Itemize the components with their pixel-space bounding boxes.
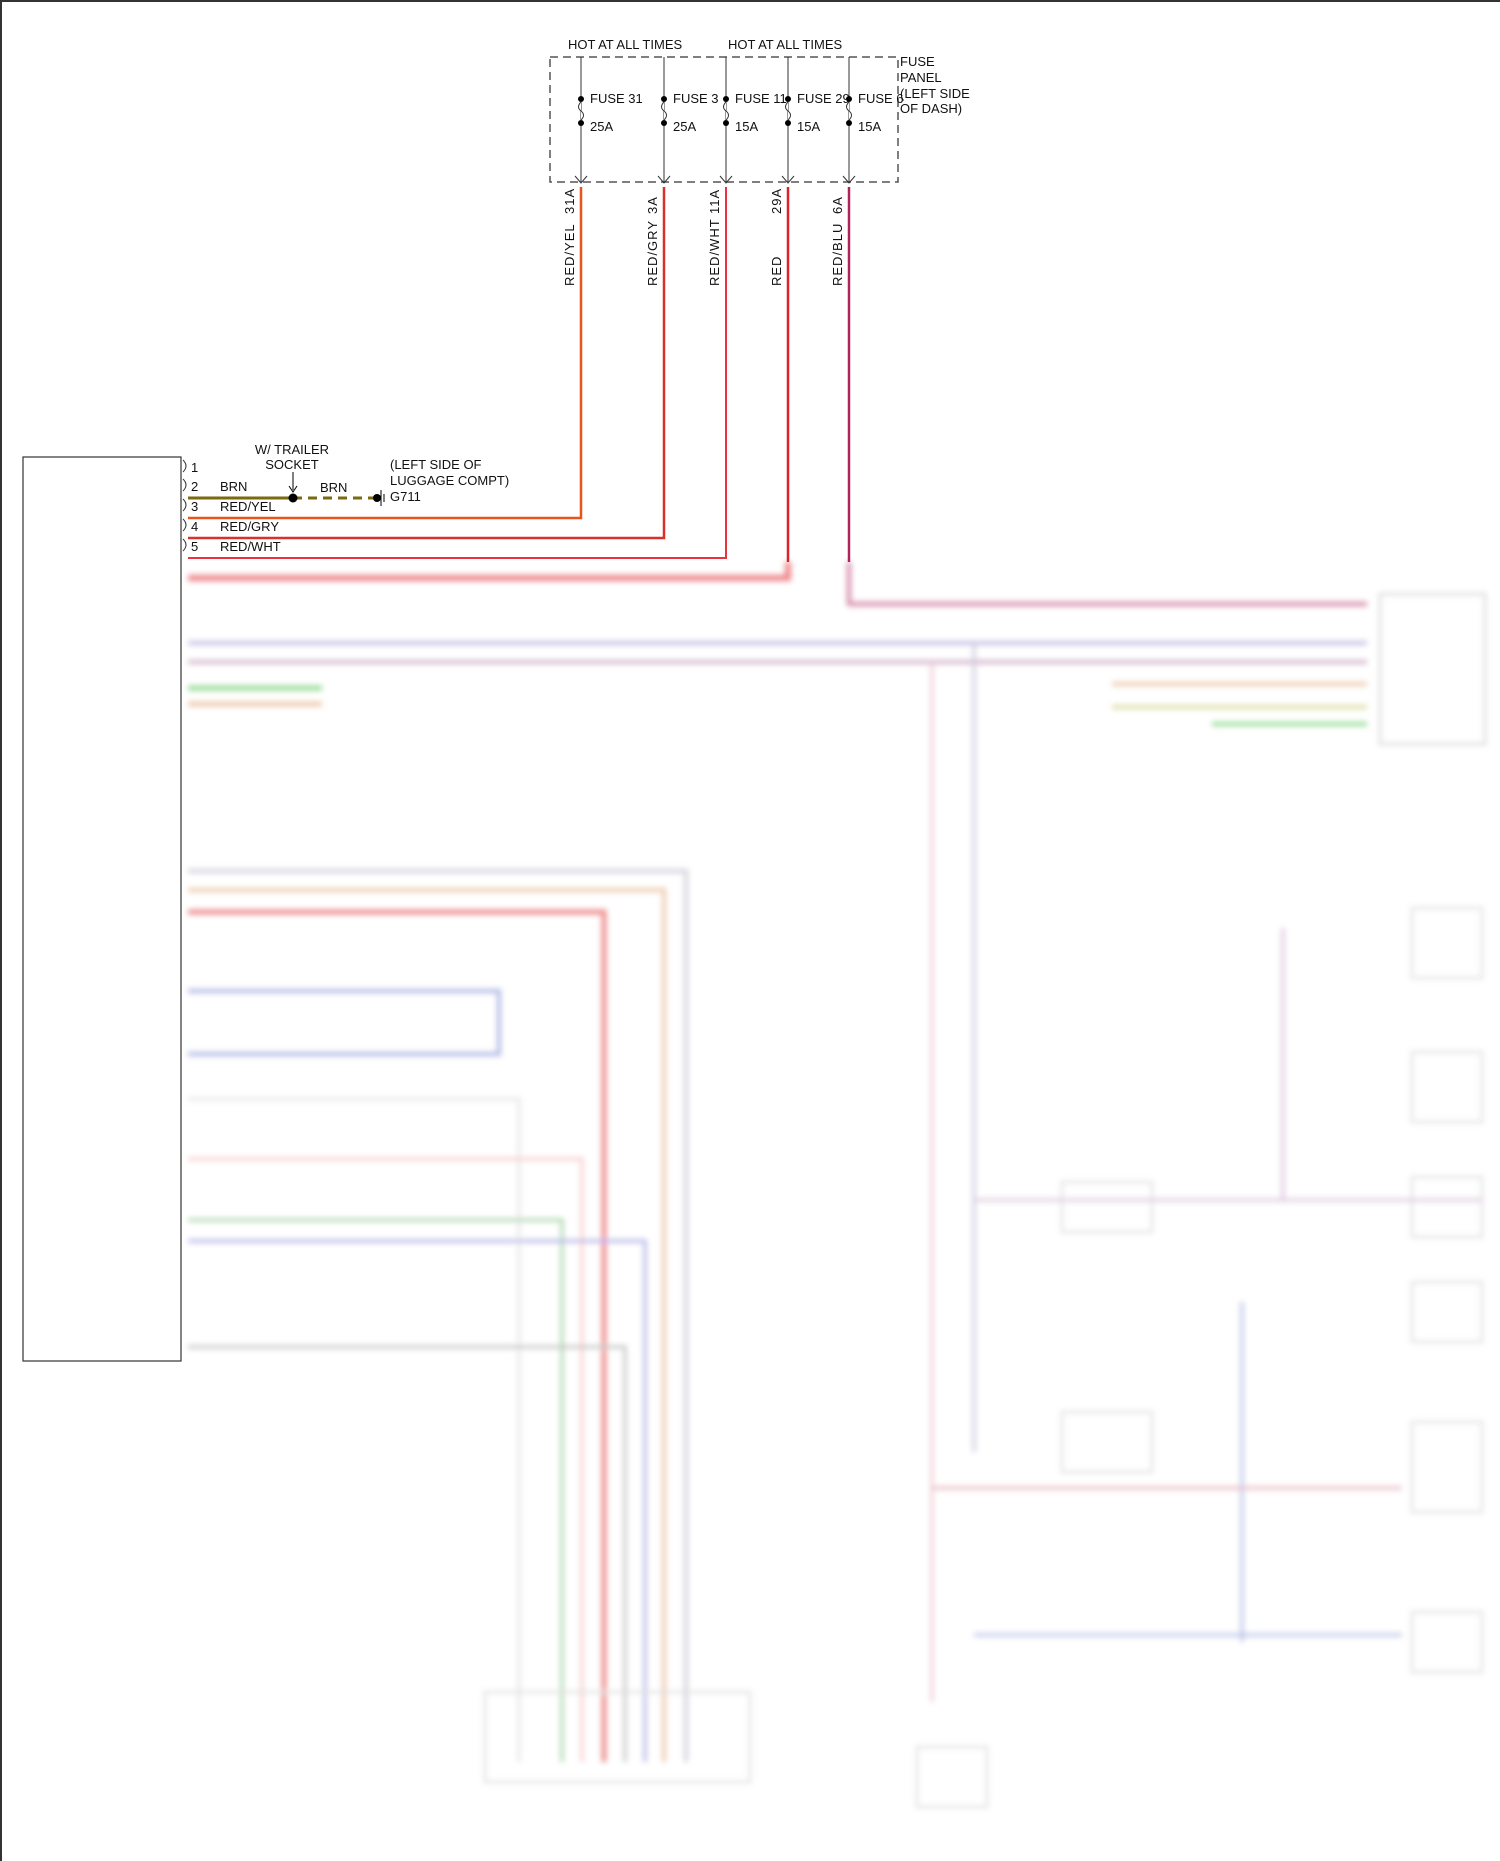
ground-id: G711 (390, 489, 421, 504)
wire-color-label: RED (769, 256, 784, 286)
wire-color-label: RED/GRY (645, 220, 660, 286)
pin-bracket-icon (182, 538, 187, 552)
circuit-id: 31A (562, 188, 577, 214)
fuse-icon (723, 101, 729, 121)
fuse-icon (661, 101, 667, 121)
module-box (22, 456, 182, 1362)
fuse-name: FUSE 11 (735, 91, 787, 106)
pin-bracket-icon (182, 459, 187, 473)
wire-red-yel (188, 187, 583, 520)
fuse-icon (578, 101, 584, 121)
fuse-terminal (723, 96, 729, 102)
fuse-terminal (846, 120, 852, 126)
obscured-region (188, 562, 1486, 1808)
trailer-label: SOCKET (265, 457, 319, 472)
fuse-panel-box (549, 56, 899, 183)
fuse-name: FUSE 29 (797, 91, 850, 106)
fuse-panel-label: PANEL (900, 70, 942, 85)
fuse-rating: 15A (858, 119, 881, 134)
wire-color-label: RED/WHT (707, 218, 722, 286)
pin-number: 1 (191, 460, 198, 475)
trailer-wire-label: BRN (320, 480, 347, 495)
fuse-name: FUSE 31 (590, 91, 643, 106)
pin-bracket-icon (182, 518, 187, 532)
fuse-rating: 15A (735, 119, 758, 134)
fuse-terminal (785, 120, 791, 126)
fuse-terminal (723, 120, 729, 126)
fuse-terminal (578, 120, 584, 126)
circuit-id: 6A (830, 196, 845, 214)
pin-number: 5 (191, 539, 198, 554)
fuse-rating: 25A (590, 119, 613, 134)
pin-number: 3 (191, 499, 198, 514)
fuse-terminal (785, 96, 791, 102)
fuse-panel-label: (LEFT SIDE (900, 86, 970, 101)
fuse-terminal (846, 96, 852, 102)
connector-icon (574, 175, 588, 184)
supply-label: HOT AT ALL TIMES (568, 37, 682, 52)
fuse-rating: 25A (673, 119, 696, 134)
fuse-terminal (578, 96, 584, 102)
fuse-terminal (661, 120, 667, 126)
pin-bracket-icon (182, 478, 187, 492)
pin-bracket-icon (182, 498, 187, 512)
pin-wire-label: RED/GRY (220, 519, 279, 534)
fuse-name: FUSE 3 (673, 91, 719, 106)
connector-icon (719, 175, 733, 184)
fuse-panel-label: FUSE (900, 54, 935, 69)
circuit-id: 3A (645, 196, 660, 214)
connector-icon (781, 175, 795, 184)
splice-dot (288, 493, 298, 503)
fuse-terminal (661, 96, 667, 102)
pin-wire-label: RED/WHT (220, 539, 281, 554)
ground-location: LUGGAGE COMPT) (390, 473, 509, 488)
arrow-head-icon (288, 485, 298, 493)
wire-color-label: RED/BLU (830, 223, 845, 286)
wire-red-gry (188, 187, 666, 540)
connector-icon (657, 175, 671, 184)
pin-number: 2 (191, 479, 198, 494)
fuse-icon (785, 101, 791, 121)
wire-red-wht (188, 187, 727, 559)
connector-icon (842, 175, 856, 184)
fuse-rating: 15A (797, 119, 820, 134)
circuit-id: 29A (769, 188, 784, 214)
wire-color-label: RED/YEL (562, 223, 577, 286)
ground-icon (373, 490, 385, 506)
pin-wire-label: RED/YEL (220, 499, 276, 514)
pin-number: 4 (191, 519, 198, 534)
pin-wire-label: BRN (220, 479, 247, 494)
ground-location: (LEFT SIDE OF (390, 457, 482, 472)
fuse-name: FUSE 6 (858, 91, 904, 106)
fuse-panel-label: OF DASH) (900, 101, 962, 116)
trailer-label: W/ TRAILER (255, 442, 329, 457)
circuit-id: 11A (707, 189, 722, 214)
supply-label: HOT AT ALL TIMES (728, 37, 842, 52)
fuse-icon (846, 101, 852, 121)
